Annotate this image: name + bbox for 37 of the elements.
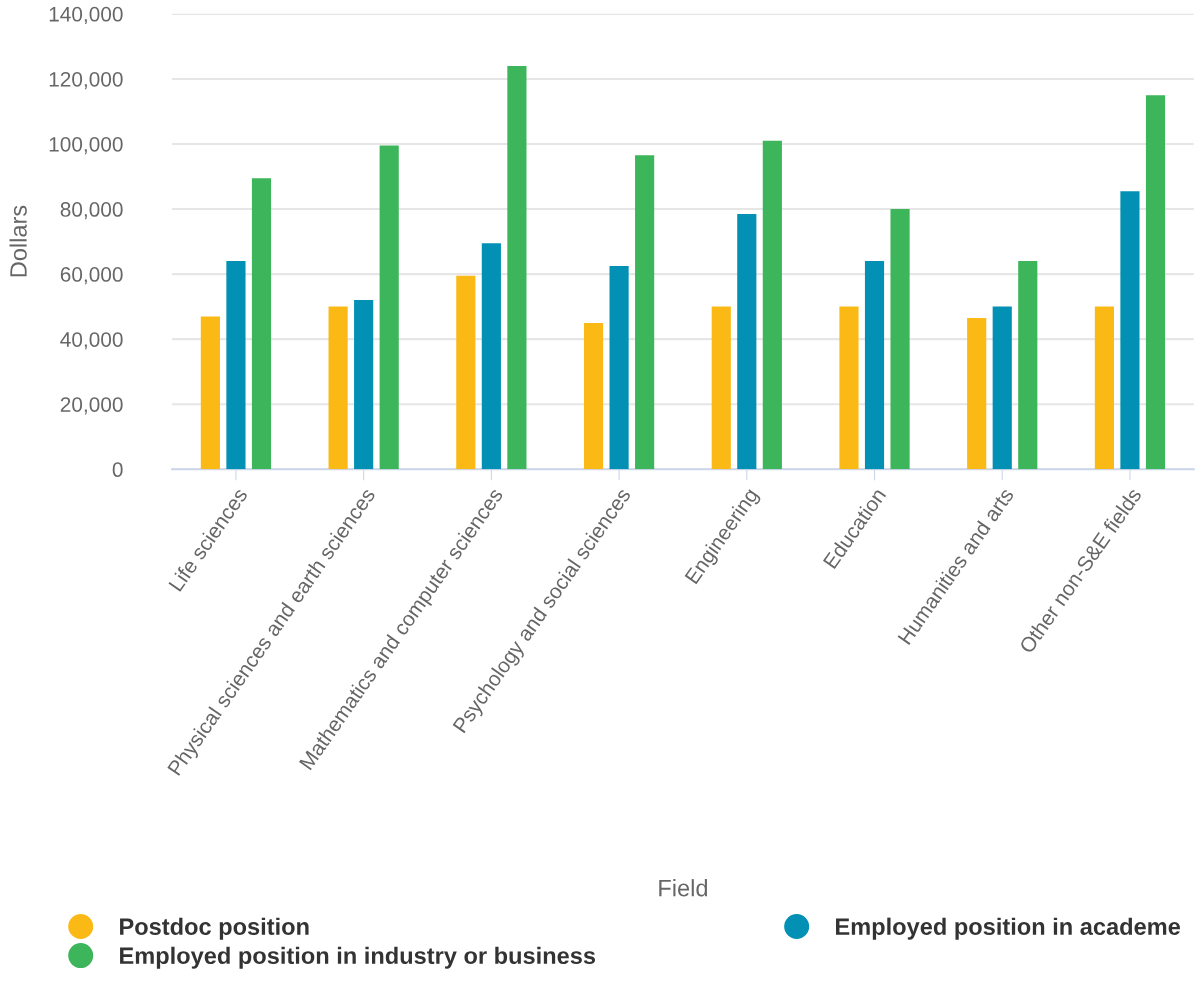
legend-label: Postdoc position xyxy=(120,917,309,940)
bar xyxy=(635,155,655,470)
y-tick-label: 100,000 xyxy=(49,136,123,155)
bar xyxy=(967,318,987,470)
bar xyxy=(1018,261,1038,470)
bar xyxy=(762,140,782,470)
bar xyxy=(890,209,910,470)
bar xyxy=(583,322,604,470)
x-axis-title: Field xyxy=(659,879,708,897)
bar xyxy=(354,300,374,470)
bar xyxy=(1145,95,1166,470)
bar xyxy=(839,306,859,470)
legend-label: Employed position in industry or business xyxy=(120,946,596,969)
y-tick-label: 0 xyxy=(112,462,123,478)
bar xyxy=(1120,191,1140,470)
y-tick-label: 80,000 xyxy=(60,202,123,220)
bar xyxy=(864,261,885,470)
bar xyxy=(379,145,399,470)
bar xyxy=(328,306,348,470)
bar xyxy=(711,306,731,470)
bar xyxy=(609,265,629,470)
bar xyxy=(456,275,476,470)
y-tick-label: 20,000 xyxy=(60,397,123,415)
bar xyxy=(200,316,220,470)
y-tick-label: 140,000 xyxy=(49,6,123,25)
bar xyxy=(737,213,757,470)
y-tick-label: 40,000 xyxy=(60,332,123,350)
y-tick-label: 60,000 xyxy=(60,267,123,285)
bar xyxy=(251,178,272,470)
bar xyxy=(226,261,246,470)
y-axis-title: Dollars xyxy=(9,205,27,277)
bar xyxy=(481,243,501,470)
bar xyxy=(1094,306,1114,470)
legend-label: Employed position in academe xyxy=(836,917,1181,940)
bar xyxy=(507,65,527,470)
bar xyxy=(992,306,1012,470)
y-tick-label: 120,000 xyxy=(49,71,123,90)
